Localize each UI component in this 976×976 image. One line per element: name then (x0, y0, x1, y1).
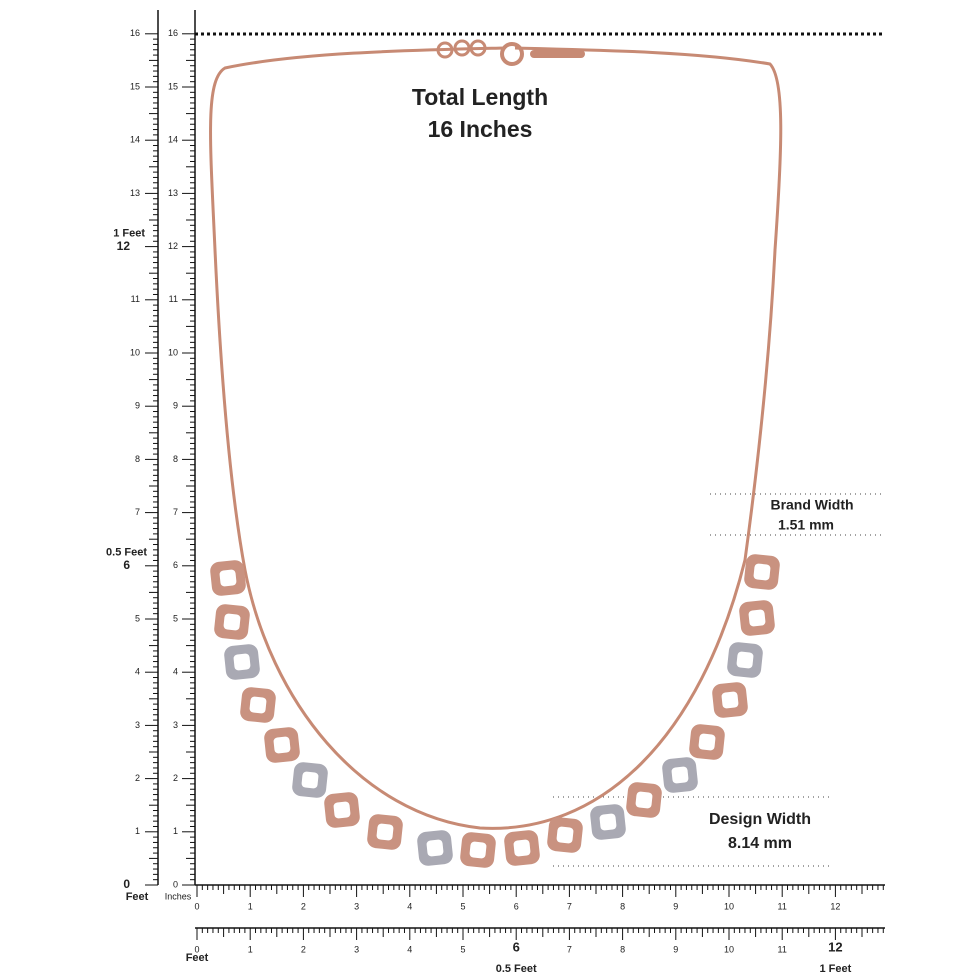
feet-label: 6 (123, 558, 130, 572)
feet-label: 10 (130, 347, 140, 357)
feet-label: 0 (123, 877, 130, 891)
inch-label: 1 (248, 901, 253, 911)
pendant-hole (376, 823, 394, 841)
pendant-hole (698, 733, 716, 751)
feet-label: 12 (828, 939, 842, 954)
inch-unit: Inches (165, 891, 192, 901)
pendant-hole (753, 563, 771, 581)
brand-width-value: 1.51 mm (778, 517, 834, 533)
feet-label: 7 (567, 944, 572, 954)
feet-label: 5 (135, 613, 140, 623)
subtitle: 16 Inches (428, 116, 533, 142)
pendants (210, 554, 780, 868)
feet-label: 11 (131, 294, 140, 304)
feet-label: 8 (620, 944, 625, 954)
inch-label: 12 (168, 241, 178, 251)
pendant-hole (736, 651, 754, 669)
inch-label: 9 (673, 901, 678, 911)
feet-label: 0 (194, 944, 199, 954)
feet-label: 4 (135, 667, 140, 677)
feet-label: 8 (135, 454, 140, 464)
feet-label: 9 (673, 944, 678, 954)
inch-label: 11 (778, 901, 787, 911)
pendant-hole (469, 841, 487, 859)
pendant-hole (513, 839, 531, 857)
inch-label: 12 (830, 901, 840, 911)
pendant-hole (219, 569, 237, 587)
feet-label: 6 (513, 939, 520, 954)
feet-full: 1 Feet (820, 963, 852, 975)
inch-label: 7 (173, 507, 178, 517)
pendant-hole (599, 813, 617, 831)
inch-label: 10 (168, 347, 178, 357)
pendant-hole (721, 691, 739, 709)
pendant-hole (748, 609, 766, 627)
pendant-hole (223, 613, 241, 631)
inch-label: 3 (173, 720, 178, 730)
pendant-hole (556, 826, 574, 844)
inch-label: 0 (194, 901, 199, 911)
feet-label: 15 (130, 81, 140, 91)
pendant-hole (333, 801, 351, 819)
inch-label: 1 (173, 826, 178, 836)
inch-label: 6 (173, 560, 178, 570)
pendant-hole (301, 771, 319, 789)
inch-label: 7 (567, 901, 572, 911)
inch-label: 10 (724, 901, 734, 911)
inch-label: 4 (407, 901, 412, 911)
pendant-hole (249, 696, 267, 714)
feet-label: 2 (301, 944, 306, 954)
necklace-chain (209, 46, 783, 830)
inch-label: 4 (173, 667, 178, 677)
inch-label: 13 (168, 188, 178, 198)
feet-label: 5 (460, 944, 465, 954)
feet-unit: Feet (126, 891, 149, 903)
pendant-hole (635, 791, 653, 809)
clasp (436, 39, 585, 66)
feet-half: 0.5 Feet (106, 547, 147, 559)
feet-label: 9 (135, 401, 140, 411)
inch-label: 14 (168, 135, 178, 145)
inch-label: 5 (173, 613, 178, 623)
feet-label: 14 (130, 135, 140, 145)
pendant-hole (233, 653, 251, 671)
feet-label: 1 (135, 826, 140, 836)
pendant-hole (426, 839, 444, 857)
design-width-value: 8.14 mm (728, 835, 792, 852)
feet-unit: Feet (186, 952, 209, 964)
inch-label: 2 (301, 901, 306, 911)
feet-label: 16 (130, 28, 140, 38)
brand-width-label: Brand Width (770, 497, 853, 513)
inch-label: 8 (173, 454, 178, 464)
pendant-hole (273, 736, 291, 754)
feet-label: 13 (130, 188, 140, 198)
feet-half: 0.5 Feet (496, 963, 537, 975)
feet-label: 3 (354, 944, 359, 954)
feet-label: 4 (407, 944, 412, 954)
feet-label: 12 (117, 239, 131, 253)
feet-label: 10 (724, 944, 734, 954)
feet-label: 3 (135, 720, 140, 730)
inch-label: 15 (168, 81, 178, 91)
inch-label: 5 (460, 901, 465, 911)
feet-label: 7 (135, 507, 140, 517)
inch-label: 0 (173, 879, 178, 889)
inch-label: 8 (620, 901, 625, 911)
feet-full: 1 Feet (113, 228, 145, 240)
pendant-hole (671, 766, 689, 784)
inch-label: 9 (173, 401, 178, 411)
inch-label: 2 (173, 773, 178, 783)
inch-label: 16 (168, 28, 178, 38)
title: Total Length (412, 84, 548, 110)
inch-label: 3 (354, 901, 359, 911)
inch-label: 11 (169, 294, 178, 304)
feet-label: 11 (778, 944, 787, 954)
feet-label: 2 (135, 773, 140, 783)
inch-label: 6 (514, 901, 519, 911)
design-width-label: Design Width (709, 811, 811, 828)
feet-label: 1 (248, 944, 253, 954)
